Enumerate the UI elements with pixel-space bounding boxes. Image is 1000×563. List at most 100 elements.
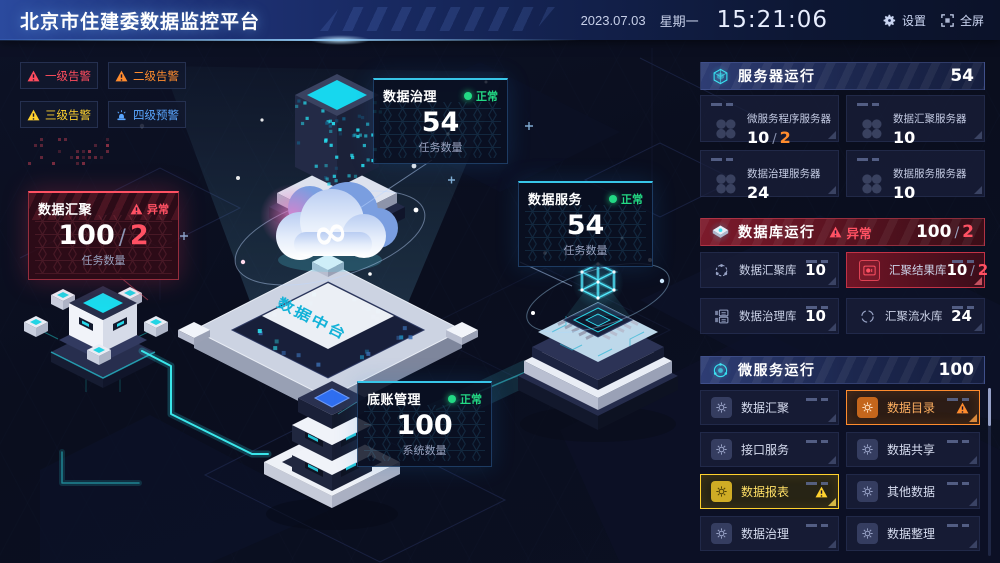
dbring-icon — [859, 308, 876, 325]
server-item-value: 10/2 — [747, 128, 791, 147]
microservice-item-label: 其他数据 — [887, 485, 936, 499]
dblist-icon — [713, 308, 730, 325]
alert-legend: 一级告警 二级告警 三级告警 四级预警 — [20, 62, 186, 128]
card-caption: 任务数量 — [563, 244, 608, 257]
server-item-0[interactable]: 微服务程序服务器 10/2 — [700, 95, 839, 147]
center-platform-label: 数据中台 — [274, 294, 350, 343]
server-group-icon — [713, 171, 738, 196]
db-item-1[interactable]: 汇聚结果库 10/2 — [846, 252, 988, 288]
service-gear-icon — [857, 439, 878, 460]
decor-dashes — [947, 398, 969, 401]
card-data-service[interactable]: 数据服务 正常 54 任务数量 — [518, 181, 653, 267]
decor-dashes — [806, 398, 828, 401]
decor-dashes — [947, 482, 969, 485]
fullscreen-icon — [940, 13, 955, 28]
decor-dashes — [806, 306, 828, 309]
microservice-item-1[interactable]: 数据目录 — [846, 390, 980, 425]
server-item-label: 数据汇聚服务器 — [893, 113, 967, 125]
legend-level3[interactable]: 三级告警 — [20, 101, 98, 128]
infinity-symbol: ∞ — [308, 205, 353, 261]
microservice-item-3[interactable]: 数据共享 — [846, 432, 980, 467]
microservice-item-4[interactable]: 数据报表 — [700, 474, 839, 509]
db-item-label: 数据治理库 — [739, 311, 797, 323]
microservice-item-7[interactable]: 数据整理 — [846, 516, 980, 551]
warning-triangle-icon — [130, 203, 143, 215]
card-connector-lines — [119, 159, 573, 415]
decor-dashes — [947, 524, 969, 527]
card-caption: 系统数量 — [402, 444, 447, 457]
panel-servers: 服务器运行 54 微服务程序服务器 10/2 数据汇聚服务器 10 数据治理服务器 24 数… — [700, 62, 985, 202]
panel-servers-header: 服务器运行 54 — [700, 62, 985, 90]
legend-level2[interactable]: 二级告警 — [108, 62, 186, 89]
status-badge: 正常 — [464, 88, 498, 104]
server-item-3[interactable]: 数据服务服务器 10 — [846, 150, 985, 202]
card-title: 数据服务 — [528, 192, 583, 207]
header-stripes-decor — [320, 7, 555, 31]
db-item-value: 10 — [805, 307, 826, 325]
db-item-3[interactable]: 汇聚流水库 24 — [846, 298, 985, 334]
app-header: 北京市住建委数据监控平台 2023.07.03 星期一 15:21:06 设置 … — [0, 0, 1000, 45]
node-cluster-illustration — [24, 286, 168, 392]
server-item-2[interactable]: 数据治理服务器 24 — [700, 150, 839, 202]
decor-dashes — [806, 440, 828, 443]
db-item-value: 10 — [805, 261, 826, 279]
microservice-item-label: 数据报表 — [741, 485, 790, 499]
microservice-item-0[interactable]: 数据汇聚 — [700, 390, 839, 425]
panel-microservices: 微服务运行 100 数据汇聚 数据目录接口服务 数据共享数据报表 其他数据数据治理 数据… — [700, 356, 985, 551]
server-group-icon — [713, 116, 738, 141]
database-grid: 数据汇聚库 10 汇聚结果库 10/2 数据治理库 10 汇聚流水库 24 — [700, 252, 988, 334]
service-gear-icon — [711, 397, 732, 418]
decor-dashes — [711, 103, 733, 106]
settings-button[interactable]: 设置 — [882, 12, 926, 29]
card-title: 底账管理 — [367, 392, 422, 407]
microservice-item-5[interactable]: 其他数据 — [846, 474, 980, 509]
service-gear-icon — [857, 481, 878, 502]
dbnet-icon — [713, 262, 730, 279]
panel-title: 微服务运行 — [738, 362, 816, 378]
decor-dashes — [857, 103, 879, 106]
card-data-governance[interactable]: 数据治理 正常 54 任务数量 — [373, 78, 508, 164]
db-item-label: 汇聚结果库 — [889, 265, 947, 277]
legend-level1[interactable]: 一级告警 — [20, 62, 98, 89]
decor-dashes — [947, 440, 969, 443]
legend-label: 一级告警 — [45, 70, 91, 83]
microservice-item-6[interactable]: 数据治理 — [700, 516, 839, 551]
service-gear-icon — [711, 523, 732, 544]
decor-dashes — [711, 158, 733, 161]
microservice-item-label: 数据共享 — [887, 443, 936, 457]
db-item-0[interactable]: 数据汇聚库 10 — [700, 252, 839, 288]
warning-triangle-icon — [115, 70, 128, 82]
card-value: 54 — [421, 107, 460, 138]
panel-microservices-header: 微服务运行 100 — [700, 356, 985, 384]
panel-total: 100/2 — [915, 222, 974, 242]
legend-level4[interactable]: 四级预警 — [108, 101, 186, 128]
db-item-2[interactable]: 数据治理库 10 — [700, 298, 839, 334]
microservice-icon — [709, 359, 731, 381]
db-item-value: 10/2 — [946, 261, 989, 279]
card-value: 100 — [396, 410, 453, 441]
server-item-value: 24 — [747, 183, 770, 202]
server-item-1[interactable]: 数据汇聚服务器 10 — [846, 95, 985, 147]
panel-total: 100 — [938, 360, 975, 380]
card-data-aggregation[interactable]: 数据汇聚 异常 100/2 任务数量 — [28, 191, 179, 280]
scrollbar-track[interactable] — [988, 388, 991, 556]
server-item-value: 10 — [893, 183, 916, 202]
db-item-value: 24 — [951, 307, 972, 325]
scrollbar-thumb[interactable] — [988, 388, 991, 426]
card-ledger-management[interactable]: 底账管理 正常 100 系统数量 — [357, 381, 492, 467]
warning-triangle-icon — [956, 402, 969, 414]
db-item-label: 汇聚流水库 — [885, 311, 943, 323]
siren-icon — [115, 109, 128, 121]
microservice-item-label: 接口服务 — [741, 443, 790, 457]
database-icon — [709, 221, 731, 243]
panel-databases-header: 数据库运行 异常 100/2 — [700, 218, 985, 246]
status-badge: 正常 — [448, 391, 482, 407]
status-dot-icon — [464, 91, 472, 100]
panel-databases: 数据库运行 异常 100/2 数据汇聚库 10 汇聚结果库 10/2 数据治理库 10 汇聚… — [700, 218, 988, 334]
card-title: 数据汇聚 — [38, 202, 93, 217]
server-group-icon — [859, 116, 884, 141]
fullscreen-button[interactable]: 全屏 — [940, 12, 984, 29]
server-item-value: 10 — [893, 128, 916, 147]
microservice-item-2[interactable]: 接口服务 — [700, 432, 839, 467]
